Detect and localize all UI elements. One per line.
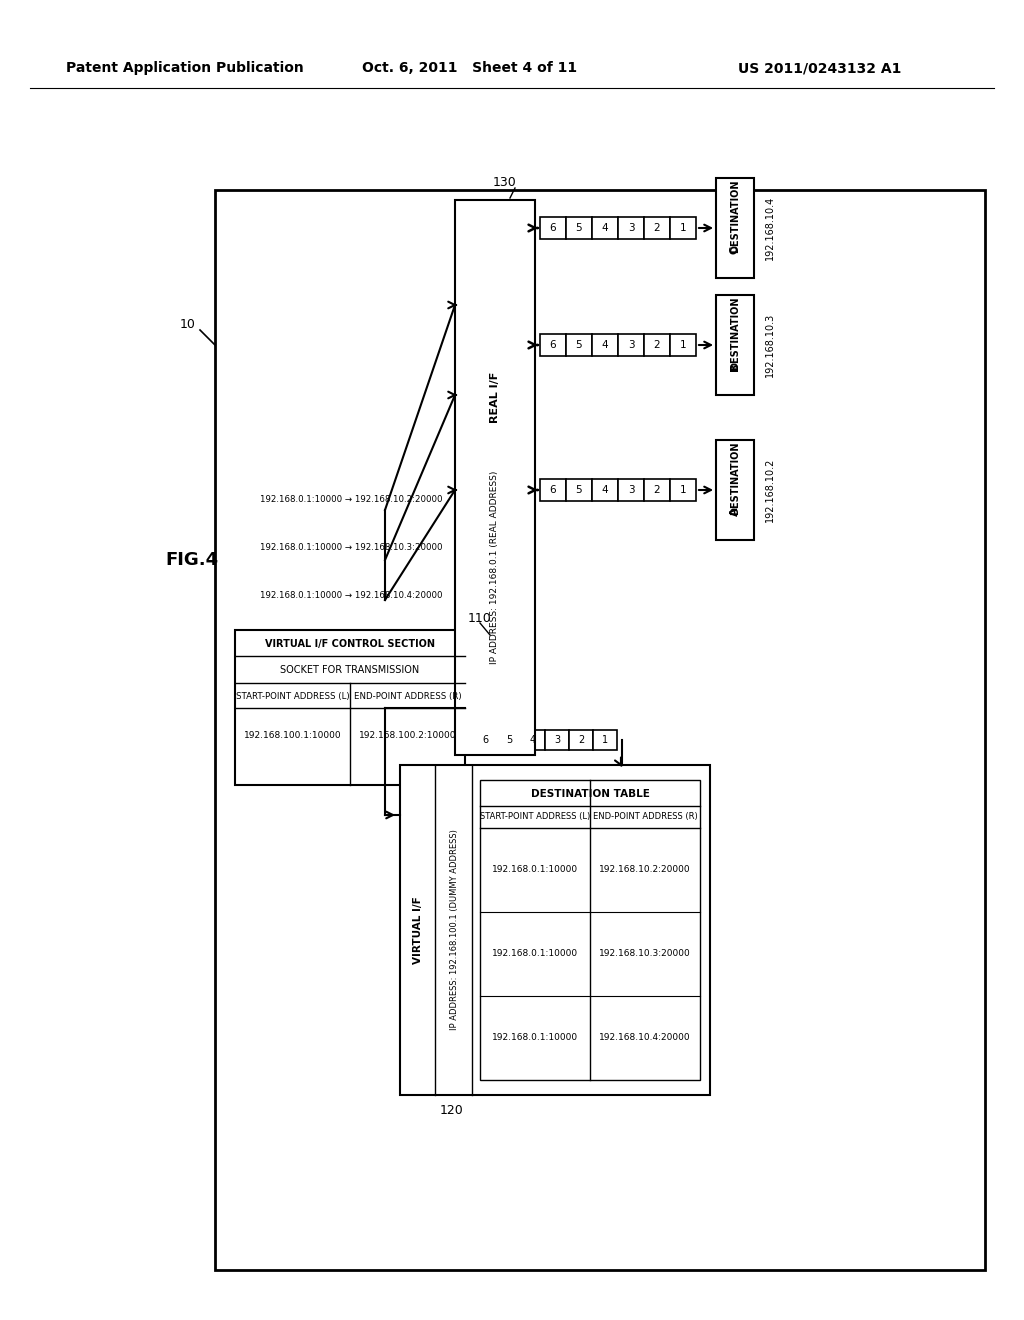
Bar xyxy=(400,766,710,1096)
Text: 1: 1 xyxy=(680,341,686,350)
Text: END-POINT ADDRESS (R): END-POINT ADDRESS (R) xyxy=(353,692,462,701)
Bar xyxy=(644,479,670,502)
Text: A: A xyxy=(730,508,740,516)
Text: 192.168.100.1:10000: 192.168.100.1:10000 xyxy=(244,730,341,739)
Bar xyxy=(540,216,566,239)
Text: VIRTUAL I/F: VIRTUAL I/F xyxy=(413,896,423,964)
Text: 192.168.0.1:10000: 192.168.0.1:10000 xyxy=(492,866,579,874)
Text: B: B xyxy=(730,363,740,371)
Bar xyxy=(716,178,754,279)
Text: START-POINT ADDRESS (L): START-POINT ADDRESS (L) xyxy=(480,813,590,821)
Text: REAL I/F: REAL I/F xyxy=(490,372,500,424)
Text: 192.168.10.3:20000: 192.168.10.3:20000 xyxy=(599,949,691,958)
Text: 192.168.10.4:20000: 192.168.10.4:20000 xyxy=(599,1034,691,1043)
Bar xyxy=(566,334,592,356)
Text: 3: 3 xyxy=(554,735,560,744)
Bar xyxy=(618,479,644,502)
Bar xyxy=(670,334,696,356)
Text: 192.168.0.1:10000 → 192.168.10.2:20000: 192.168.0.1:10000 → 192.168.10.2:20000 xyxy=(260,495,442,504)
Text: 5: 5 xyxy=(506,735,512,744)
Text: 192.168.0.1:10000 → 192.168.10.3:20000: 192.168.0.1:10000 → 192.168.10.3:20000 xyxy=(260,544,442,553)
Bar xyxy=(670,216,696,239)
Bar xyxy=(521,730,545,750)
Text: 4: 4 xyxy=(602,484,608,495)
Bar xyxy=(473,730,497,750)
Text: 3: 3 xyxy=(628,484,634,495)
Text: 192.168.0.1:10000 → 192.168.10.4:20000: 192.168.0.1:10000 → 192.168.10.4:20000 xyxy=(260,590,442,599)
Text: 2: 2 xyxy=(653,341,660,350)
Text: 192.168.10.2: 192.168.10.2 xyxy=(765,458,775,523)
Text: 5: 5 xyxy=(575,223,583,234)
Bar xyxy=(540,479,566,502)
Text: DESTINATION: DESTINATION xyxy=(730,296,740,370)
Bar xyxy=(592,334,618,356)
Text: 192.168.10.4: 192.168.10.4 xyxy=(765,195,775,260)
Text: IP ADDRESS: 192.168.100.1 (DUMMY ADDRESS): IP ADDRESS: 192.168.100.1 (DUMMY ADDRESS… xyxy=(451,829,460,1031)
Bar xyxy=(234,630,465,785)
Text: 130: 130 xyxy=(494,176,517,189)
Text: 2: 2 xyxy=(653,223,660,234)
Text: 5: 5 xyxy=(575,341,583,350)
Text: 192.168.10.3: 192.168.10.3 xyxy=(765,313,775,378)
Bar xyxy=(592,479,618,502)
Text: IP ADDRESS: 192.168.0.1 (REAL ADDRESS): IP ADDRESS: 192.168.0.1 (REAL ADDRESS) xyxy=(490,471,500,664)
Bar xyxy=(540,334,566,356)
Bar xyxy=(716,440,754,540)
Bar xyxy=(569,730,593,750)
Text: 2: 2 xyxy=(578,735,584,744)
Bar xyxy=(716,294,754,395)
Text: FIG.4: FIG.4 xyxy=(165,550,218,569)
Text: 6: 6 xyxy=(482,735,488,744)
Bar xyxy=(644,334,670,356)
Text: US 2011/0243132 A1: US 2011/0243132 A1 xyxy=(738,61,902,75)
Text: 3: 3 xyxy=(628,223,634,234)
Text: DESTINATION: DESTINATION xyxy=(730,441,740,515)
Bar xyxy=(618,334,644,356)
Bar xyxy=(497,730,521,750)
Bar xyxy=(593,730,617,750)
Text: END-POINT ADDRESS (R): END-POINT ADDRESS (R) xyxy=(593,813,697,821)
Text: 10: 10 xyxy=(180,318,196,331)
Text: 5: 5 xyxy=(575,484,583,495)
Text: 192.168.0.1:10000: 192.168.0.1:10000 xyxy=(492,949,579,958)
Text: C: C xyxy=(730,246,740,253)
Bar xyxy=(215,190,985,1270)
Bar xyxy=(618,216,644,239)
Text: 192.168.10.2:20000: 192.168.10.2:20000 xyxy=(599,866,691,874)
Text: DESTINATION: DESTINATION xyxy=(730,180,740,252)
Text: Patent Application Publication: Patent Application Publication xyxy=(67,61,304,75)
Text: DESTINATION TABLE: DESTINATION TABLE xyxy=(530,789,649,799)
Text: 6: 6 xyxy=(550,223,556,234)
Bar xyxy=(644,216,670,239)
Bar xyxy=(566,479,592,502)
Text: VIRTUAL I/F CONTROL SECTION: VIRTUAL I/F CONTROL SECTION xyxy=(265,639,435,649)
Text: 6: 6 xyxy=(550,341,556,350)
Text: Oct. 6, 2011   Sheet 4 of 11: Oct. 6, 2011 Sheet 4 of 11 xyxy=(362,61,578,75)
Text: 6: 6 xyxy=(550,484,556,495)
Text: START-POINT ADDRESS (L): START-POINT ADDRESS (L) xyxy=(236,692,349,701)
Bar xyxy=(480,780,700,1080)
Text: 1: 1 xyxy=(680,223,686,234)
Text: 1: 1 xyxy=(602,735,608,744)
Text: 4: 4 xyxy=(530,735,536,744)
Text: 4: 4 xyxy=(602,223,608,234)
Text: 3: 3 xyxy=(628,341,634,350)
Text: 192.168.100.2:10000: 192.168.100.2:10000 xyxy=(358,730,457,739)
Bar xyxy=(455,201,535,755)
Bar xyxy=(592,216,618,239)
Text: 120: 120 xyxy=(440,1105,464,1118)
Bar xyxy=(566,216,592,239)
Bar xyxy=(670,479,696,502)
Text: 110: 110 xyxy=(468,611,492,624)
Text: 4: 4 xyxy=(602,341,608,350)
Text: 2: 2 xyxy=(653,484,660,495)
Text: SOCKET FOR TRANSMISSION: SOCKET FOR TRANSMISSION xyxy=(281,665,420,675)
Text: 192.168.0.1:10000: 192.168.0.1:10000 xyxy=(492,1034,579,1043)
Text: 1: 1 xyxy=(680,484,686,495)
Bar xyxy=(545,730,569,750)
